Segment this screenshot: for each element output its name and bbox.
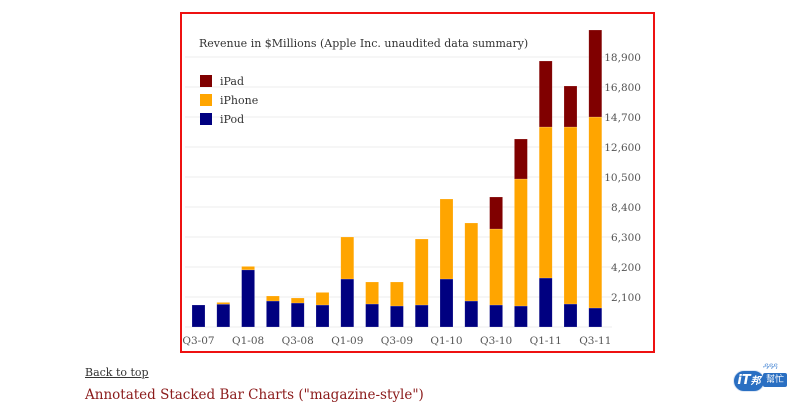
section-heading: Annotated Stacked Bar Charts ("magazine-…	[85, 387, 424, 403]
legend-swatch-ipad	[200, 75, 212, 87]
chart-highlight-frame	[180, 12, 655, 353]
bar-iphone-q1-08	[241, 266, 255, 271]
x-tick-label: Q3-08	[282, 335, 314, 347]
y-tick-label: 18,900	[604, 52, 641, 64]
x-tick-label: Q1-11	[530, 335, 562, 347]
legend-swatch-ipod	[200, 113, 212, 125]
bar-ipod-q1-11	[538, 277, 553, 328]
bar-ipod-q2-10	[464, 300, 479, 328]
bars	[191, 29, 603, 328]
bar-ipod-q3-11	[588, 307, 603, 328]
bar-ipod-q1-08	[241, 269, 255, 328]
bar-ipad-q4-10	[514, 138, 528, 180]
chart-title: Revenue in $Millions (Apple Inc. unaudit…	[199, 37, 528, 50]
y-tick-label: 2,100	[611, 292, 641, 304]
bar-ipod-q3-09	[390, 305, 404, 328]
watermark-logo-text: iT	[737, 373, 751, 388]
legend: iPad iPhone iPod	[200, 75, 258, 126]
x-tick-label: Q1-10	[430, 335, 462, 347]
bar-ipod-q2-11	[563, 303, 578, 328]
bar-iphone-q3-09	[390, 281, 404, 307]
bar-iphone-q2-10	[464, 222, 479, 302]
legend-label-ipod: iPod	[220, 113, 244, 126]
bar-iphone-q2-08	[266, 295, 280, 302]
bar-ipad-q2-11	[563, 85, 578, 128]
x-tick-label: Q3-07	[182, 335, 214, 347]
bar-ipod-q2-09	[365, 303, 379, 328]
bar-iphone-q4-08	[315, 292, 330, 306]
back-to-top-link[interactable]: Back to top	[85, 366, 149, 379]
people-icon: ዳዳዳ	[763, 362, 778, 372]
watermark-tag: 幫忙	[763, 373, 788, 387]
bar-ipod-q4-10	[514, 305, 528, 328]
bar-iphone-q2-11	[563, 126, 578, 305]
bar-iphone-q3-10	[489, 228, 503, 306]
bar-iphone-q4-09	[414, 238, 429, 306]
bar-ipod-q2-08	[266, 300, 280, 328]
y-tick-label: 16,800	[604, 82, 641, 94]
bar-iphone-q1-09	[340, 236, 355, 280]
bar-ipod-q3-10	[489, 304, 503, 328]
bar-ipod-q4-09	[414, 304, 429, 328]
y-axis-ticks: 2,100 4,200 6,300 8,400 10,500 12,600 14,700 16…	[604, 52, 641, 304]
legend-swatch-iphone	[200, 94, 212, 106]
y-tick-label: 6,300	[611, 232, 641, 244]
bar-iphone-q3-11	[588, 116, 603, 309]
y-tick-label: 14,700	[604, 112, 641, 124]
x-tick-label: Q1-08	[232, 335, 264, 347]
bar-iphone-q4-10	[514, 178, 528, 307]
bar-iphone-q1-11	[538, 126, 553, 279]
y-tick-label: 10,500	[604, 172, 641, 184]
bar-iphone-q4-07	[216, 302, 231, 305]
legend-label-ipad: iPad	[220, 75, 244, 88]
legend-label-iphone: iPhone	[220, 94, 258, 107]
watermark-logo: ዳዳዳ iT邦 幫忙	[733, 362, 795, 392]
x-tick-label: Q3-09	[381, 335, 413, 347]
y-tick-label: 12,600	[604, 142, 641, 154]
y-tick-label: 8,400	[611, 202, 641, 214]
bar-iphone-q3-08	[290, 297, 305, 304]
watermark-logo-mark: iT邦	[733, 370, 765, 392]
watermark-logo-sub: 邦	[750, 376, 761, 387]
bar-ipad-q3-10	[489, 196, 503, 230]
bar-ipad-q1-11	[538, 60, 553, 128]
bar-ipad-q3-11	[588, 29, 603, 118]
bar-ipod-q3-07	[191, 304, 206, 328]
x-tick-label: Q1-09	[331, 335, 363, 347]
bar-ipod-q4-07	[216, 303, 231, 328]
bar-ipod-q1-09	[340, 278, 355, 328]
x-axis-ticks: Q3-07 Q1-08 Q3-08 Q1-09 Q3-09 Q1-10 Q3-10 Q1-11…	[182, 335, 611, 347]
x-tick-label: Q3-10	[480, 335, 512, 347]
bar-ipod-q3-08	[290, 302, 305, 328]
bar-iphone-q1-10	[439, 198, 454, 280]
bar-iphone-q2-09	[365, 281, 379, 305]
x-tick-label: Q3-11	[579, 335, 611, 347]
y-tick-label: 4,200	[611, 262, 641, 274]
bar-ipod-q1-10	[439, 278, 454, 328]
bar-ipod-q4-08	[315, 304, 330, 328]
